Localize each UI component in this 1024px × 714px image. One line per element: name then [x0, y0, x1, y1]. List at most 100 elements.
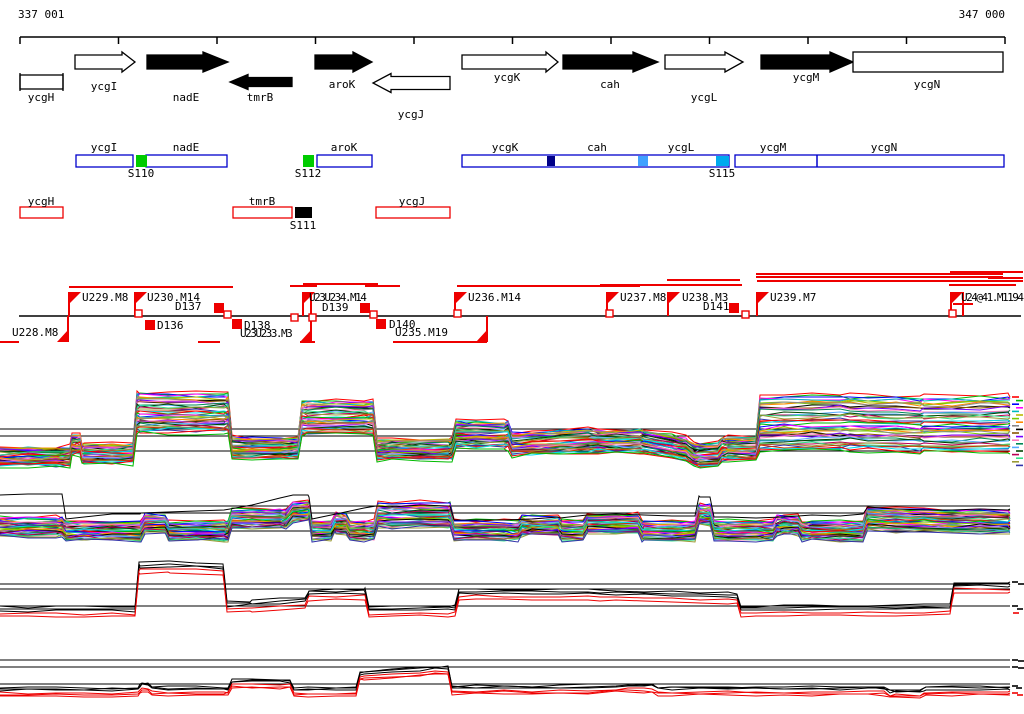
primer-flag-U229.M8[interactable]	[69, 292, 81, 304]
gene-label-ycgI: ycgI	[90, 80, 118, 93]
green-marker-S112[interactable]	[303, 155, 314, 167]
black-marker-S111[interactable]	[295, 207, 312, 218]
primer-open-square[interactable]	[290, 313, 299, 322]
signal-series	[0, 402, 1011, 454]
primer-open-square[interactable]	[369, 310, 378, 319]
signal-series	[0, 406, 1011, 456]
signal-series	[0, 400, 1010, 454]
primer-flag-U239.M7[interactable]	[757, 292, 769, 304]
gene-label-cah: cah	[600, 78, 620, 91]
blue-box-label-cah: cah	[587, 141, 607, 154]
primer-label-U23U234.M14: U23U234.M14	[309, 291, 367, 304]
gene-box-ycgN[interactable]	[852, 51, 1004, 73]
signal-series	[0, 415, 1011, 462]
primer-label-D137: D137	[175, 300, 202, 313]
primer-open-square[interactable]	[453, 309, 462, 318]
blue-box-label-ycgI: ycgI	[90, 141, 118, 154]
primer-flag-U238.M3[interactable]	[668, 292, 680, 304]
signal-series	[0, 389, 1011, 449]
gene-arrow-nadE[interactable]	[146, 51, 230, 73]
primer-flag-U23U234.M14[interactable]	[303, 292, 315, 304]
gene-label-nadE: nadE	[172, 91, 200, 104]
primer-square-D141[interactable]	[729, 303, 739, 313]
gene-label-tmrB: tmrB	[246, 91, 274, 104]
primer-label-U236.M14: U236.M14	[468, 291, 521, 304]
blue-box-label-ycgM: ycgM	[759, 141, 787, 154]
blue-box-label-ycgK: ycgK	[491, 141, 519, 154]
signal-series	[0, 395, 1011, 451]
primer-open-square[interactable]	[605, 309, 614, 318]
gene-label-ycgK: ycgK	[493, 71, 521, 84]
primer-open-square[interactable]	[308, 313, 317, 322]
primer-square-D138[interactable]	[232, 319, 242, 329]
primer-square-D136[interactable]	[145, 320, 155, 330]
primer-flag-U230.M14[interactable]	[135, 292, 147, 304]
primer-square-D137[interactable]	[214, 303, 224, 313]
red-feature-box-tmrB[interactable]	[232, 206, 293, 219]
primer-square-D140[interactable]	[376, 319, 386, 329]
gene-arrow-ycgM[interactable]	[760, 51, 855, 73]
red-feature-box-ycgJ[interactable]	[375, 206, 451, 219]
green-marker-label-S112: S112	[294, 167, 322, 180]
signal-series	[0, 562, 1011, 610]
signal-series	[0, 560, 1011, 609]
gene-label-ycgL: ycgL	[690, 91, 718, 104]
blue-feature-box[interactable]	[75, 154, 134, 168]
gene-arrow-tmrB[interactable]	[228, 73, 293, 91]
primer-open-square[interactable]	[134, 309, 143, 318]
marker-label-S111: S111	[289, 219, 317, 232]
gene-arrow-ycgJ[interactable]	[371, 72, 451, 94]
blue-inner-segment[interactable]	[547, 156, 555, 166]
gene-box-ycgH[interactable]	[19, 74, 64, 90]
gene-arrow-ycgK[interactable]	[461, 50, 560, 74]
gene-label-ycgH: ycgH	[27, 91, 55, 104]
signal-series	[0, 568, 1010, 616]
ruler-end-label: 347 000	[958, 8, 1005, 21]
profile-panel-1	[0, 389, 1023, 469]
primer-label-D141: D141	[703, 300, 730, 313]
gene-arrow-ycgI[interactable]	[74, 50, 137, 74]
primer-flag-U24@41.M1194[interactable]	[951, 292, 963, 304]
primer-label-D136: D136	[157, 319, 184, 332]
signal-series	[0, 667, 1011, 694]
primer-label-U235.M19: U235.M19	[395, 326, 448, 339]
primer-flag-U228.M8[interactable]	[57, 330, 68, 342]
blue-box-label-ycgN: ycgN	[870, 141, 898, 154]
blue-inner-segment[interactable]	[716, 156, 729, 166]
red-box-label-ycgJ: ycgJ	[398, 195, 426, 208]
primer-flag-U237.M8[interactable]	[607, 292, 619, 304]
profile-panel-4	[0, 659, 1024, 699]
primer-flag-U23U233.M3[interactable]	[300, 330, 311, 342]
blue-feature-box[interactable]	[316, 154, 373, 168]
primer-open-square[interactable]	[948, 309, 957, 318]
primer-open-square[interactable]	[741, 310, 750, 319]
primer-label-U228.M8: U228.M8	[12, 326, 59, 339]
gene-arrow-aroK[interactable]	[314, 50, 374, 74]
primer-flag-U236.M14[interactable]	[455, 292, 467, 304]
red-feature-box-ycgH[interactable]	[19, 206, 64, 219]
blue-box-label-ycgL: ycgL	[667, 141, 695, 154]
primer-square-D139[interactable]	[360, 303, 370, 313]
signal-series	[0, 673, 1010, 699]
red-box-label-tmrB: tmrB	[248, 195, 276, 208]
gene-arrow-cah[interactable]	[562, 51, 660, 73]
blue-inner-segment[interactable]	[638, 156, 648, 166]
ruler-start-label: 337 001	[18, 8, 65, 21]
gene-arrow-ycgL[interactable]	[664, 50, 745, 74]
red-box-label-ycgH: ycgH	[27, 195, 55, 208]
signal-series	[0, 430, 1011, 469]
marker-label-S115: S115	[708, 167, 736, 180]
primer-label-D140: D140	[389, 318, 416, 331]
blue-feature-box[interactable]	[145, 154, 228, 168]
primer-label-D138: D138	[244, 319, 271, 332]
primer-open-square[interactable]	[223, 310, 232, 319]
signal-series	[0, 425, 1010, 466]
primer-flag-U235.M19[interactable]	[476, 330, 487, 342]
blue-feature-box[interactable]	[461, 154, 730, 168]
green-marker-S110[interactable]	[136, 155, 147, 167]
gene-label-ycgJ: ycgJ	[397, 108, 425, 121]
blue-feature-box[interactable]	[734, 154, 1005, 168]
signal-series	[0, 516, 1010, 543]
blue-box-label-nadE: nadE	[172, 141, 200, 154]
